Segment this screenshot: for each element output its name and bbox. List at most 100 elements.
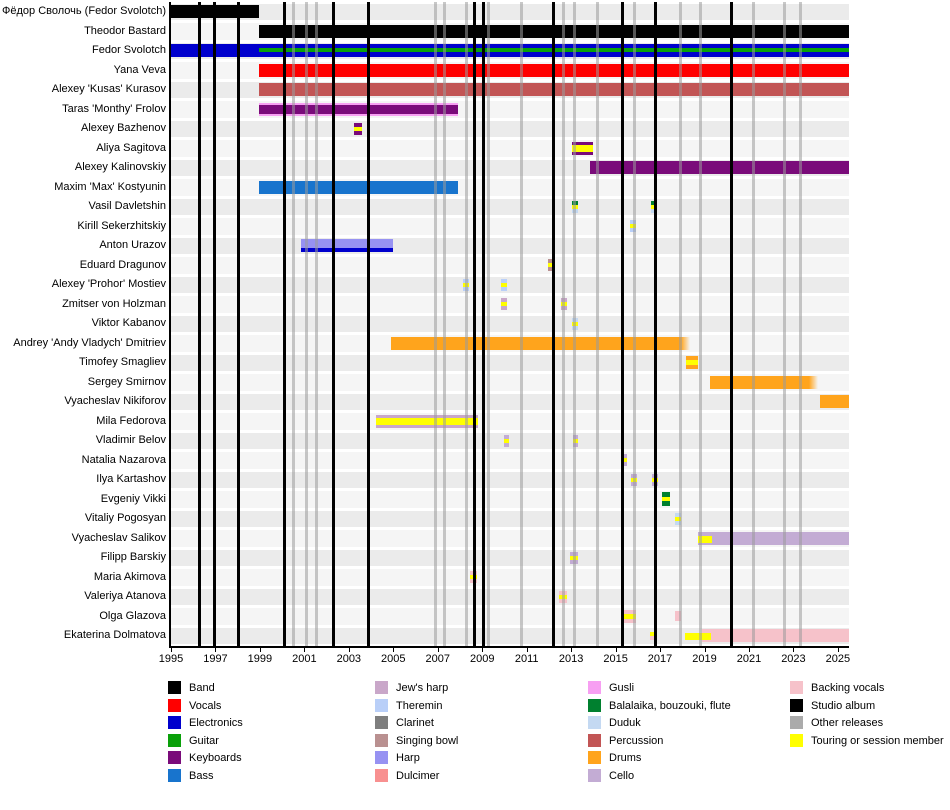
bar-layer bbox=[684, 633, 712, 641]
bar-layer bbox=[504, 442, 509, 447]
x-tick-label: 1995 bbox=[158, 652, 184, 665]
bar-layer bbox=[674, 512, 682, 517]
timeline-bar bbox=[590, 161, 849, 175]
bar-layer bbox=[650, 631, 656, 636]
row-label: Olga Glazova bbox=[99, 609, 166, 622]
bar-layer bbox=[674, 516, 682, 521]
row-stripe bbox=[171, 237, 849, 254]
x-tick bbox=[615, 647, 617, 652]
other-release-line bbox=[315, 2, 319, 646]
legend-label: Studio album bbox=[811, 699, 876, 712]
x-tick bbox=[704, 647, 706, 652]
row-label: Mila Fedorova bbox=[96, 414, 166, 427]
bar-layer bbox=[630, 220, 636, 225]
bar-layer bbox=[504, 434, 509, 439]
row-label: Sergey Smirnov bbox=[87, 375, 166, 388]
bar-layer bbox=[702, 629, 849, 643]
timeline-bar bbox=[301, 239, 394, 253]
legend-label: Drums bbox=[609, 752, 642, 765]
legend-label: Other releases bbox=[811, 717, 884, 730]
timeline-bar bbox=[630, 220, 636, 233]
timeline-bar bbox=[685, 356, 698, 370]
row-stripe bbox=[171, 354, 849, 371]
legend-label: Singing bowl bbox=[396, 734, 459, 747]
legend-label: Keyboards bbox=[189, 752, 242, 765]
x-tick-label: 2025 bbox=[825, 652, 851, 665]
bar-layer bbox=[674, 520, 682, 525]
x-tick-label: 1997 bbox=[203, 652, 228, 665]
row-label: Zmitser von Holzman bbox=[62, 297, 166, 310]
timeline-bar bbox=[547, 259, 554, 272]
legend-swatch bbox=[588, 751, 601, 765]
row-stripe bbox=[171, 3, 849, 20]
x-tick bbox=[837, 647, 839, 652]
x-axis-line bbox=[170, 645, 849, 648]
timeline-bar bbox=[820, 395, 849, 409]
legend-swatch bbox=[588, 769, 601, 782]
x-tick-label: 2023 bbox=[781, 652, 806, 665]
row-label: Alexey 'Kusas' Kurasov bbox=[51, 83, 166, 96]
legend-label: Balalaika, bouzouki, flute bbox=[609, 699, 731, 712]
bar-layer bbox=[651, 208, 657, 213]
x-tick bbox=[571, 647, 573, 652]
bar-layer bbox=[354, 122, 363, 127]
x-tick-label: 2017 bbox=[647, 652, 673, 665]
legend-label: Harp bbox=[396, 752, 420, 765]
row-label: Taras 'Monthy' Frolov bbox=[62, 102, 166, 115]
legend-swatch bbox=[375, 698, 388, 712]
other-release-line bbox=[783, 2, 787, 646]
x-tick-label: 2013 bbox=[558, 652, 584, 665]
row-stripe bbox=[171, 257, 849, 274]
row-label: Evgeniy Vikki bbox=[100, 492, 166, 505]
x-tick-label: 2007 bbox=[425, 652, 450, 665]
timeline-bar bbox=[697, 531, 849, 545]
other-release-line bbox=[434, 2, 438, 646]
bar-layer bbox=[375, 414, 478, 418]
bar-layer bbox=[501, 298, 507, 303]
x-tick bbox=[526, 647, 528, 652]
legend-swatch bbox=[588, 681, 601, 694]
bar-layer bbox=[710, 375, 818, 389]
studio-album-line bbox=[654, 2, 658, 646]
x-tick bbox=[304, 647, 306, 652]
timeline-bar bbox=[651, 200, 657, 213]
bar-layer bbox=[301, 239, 394, 249]
other-release-line bbox=[487, 2, 491, 646]
legend-swatch bbox=[790, 681, 803, 694]
timeline-bar bbox=[354, 122, 363, 135]
row-label: Yana Veva bbox=[113, 63, 166, 76]
x-tick bbox=[748, 647, 750, 652]
bar-layer bbox=[621, 462, 627, 467]
x-tick bbox=[171, 647, 172, 652]
legend-swatch bbox=[168, 751, 181, 765]
bar-layer bbox=[662, 497, 671, 502]
x-tick-label: 2003 bbox=[336, 652, 362, 665]
studio-album-line bbox=[282, 2, 286, 646]
row-stripe bbox=[171, 510, 849, 527]
legend-swatch bbox=[168, 716, 181, 730]
bar-layer bbox=[547, 263, 554, 268]
timeline-bar bbox=[622, 609, 636, 623]
legend-swatch bbox=[375, 769, 388, 782]
legend-label: Jew's harp bbox=[396, 682, 449, 694]
other-release-line bbox=[465, 2, 469, 646]
legend-swatch bbox=[375, 751, 388, 765]
bar-layer bbox=[572, 141, 594, 145]
legend-swatch bbox=[168, 733, 181, 747]
other-release-line bbox=[291, 2, 295, 646]
x-tick-label: 2005 bbox=[381, 652, 406, 665]
timeline-bar bbox=[501, 278, 507, 291]
x-tick-label: 2009 bbox=[469, 652, 495, 665]
row-stripe bbox=[171, 569, 849, 586]
row-label: Andrey 'Andy Vladych' Dmitriev bbox=[13, 336, 166, 349]
row-label: Viktor Kabanov bbox=[91, 317, 166, 330]
bar-layer bbox=[622, 613, 636, 619]
legend-swatch bbox=[168, 698, 181, 712]
row-label: Alexey 'Prohor' Mostiev bbox=[51, 278, 166, 291]
bar-layer bbox=[685, 365, 698, 370]
row-stripe bbox=[171, 452, 849, 469]
row-stripe bbox=[171, 218, 849, 235]
x-tick bbox=[348, 647, 350, 652]
bar-layer bbox=[674, 611, 682, 622]
bar-layer bbox=[697, 531, 849, 545]
